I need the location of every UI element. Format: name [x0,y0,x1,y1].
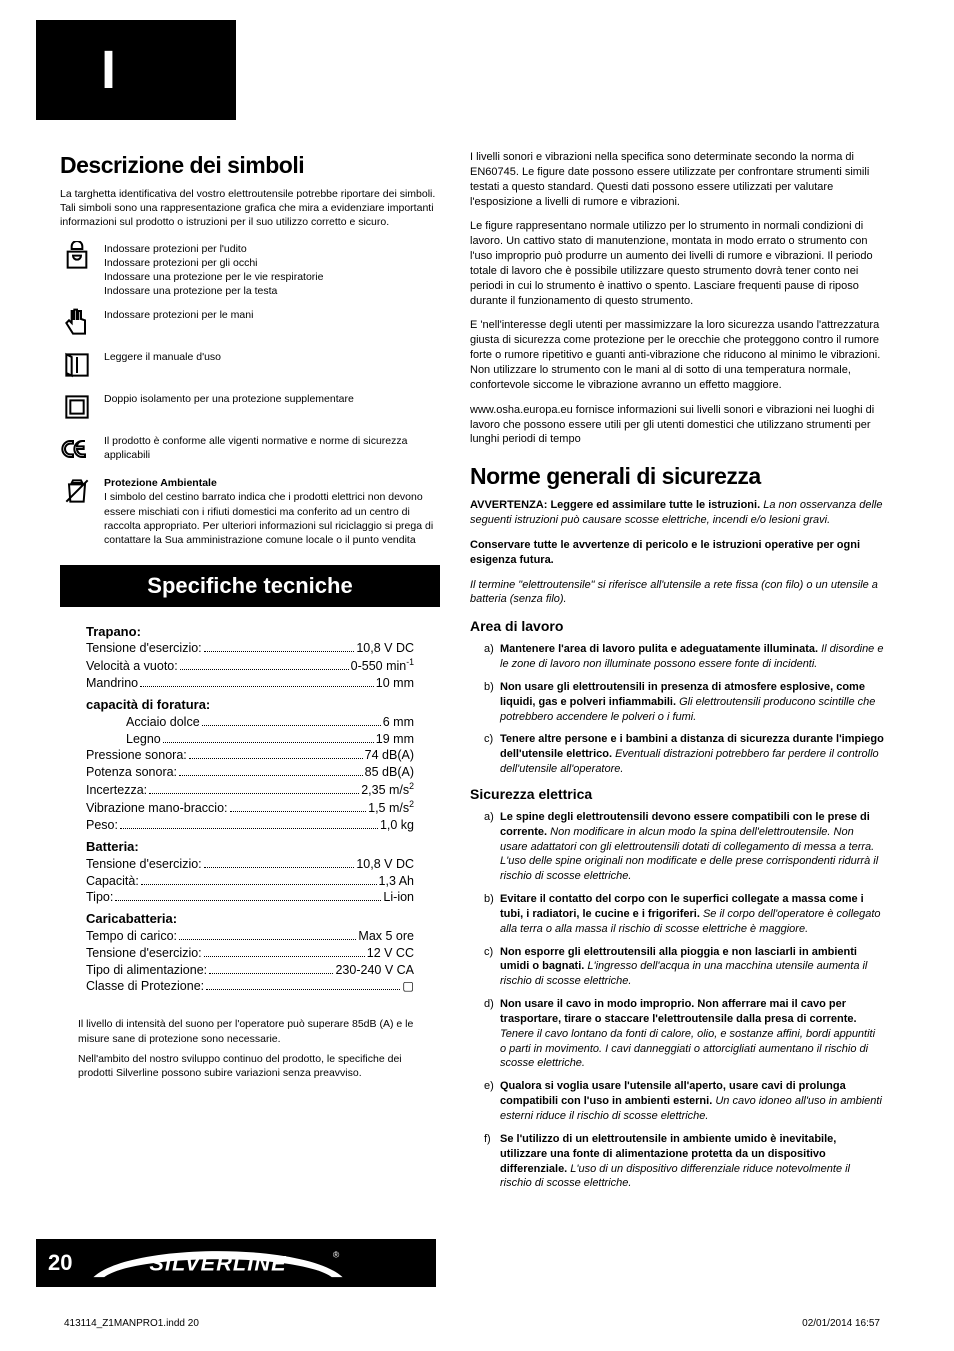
safety-subtitle: Area di lavoro [470,617,884,636]
page-header-block: I [36,20,236,120]
spec-row: Classe di Protezione:▢ [86,978,414,995]
spec-row: Potenza sonora:85 dB(A) [86,764,414,781]
spec-row: Tipo di alimentazione:230-240 V CA [86,962,414,979]
spec-row: Legno19 mm [86,731,414,748]
body-paragraph: www.osha.europa.eu fornisce informazioni… [470,403,884,448]
body-paragraph: Le figure rappresentano normale utilizzo… [470,219,884,308]
ppe-icon [60,240,94,274]
book-icon [60,348,94,382]
symbol-row: Indossare protezioni per l'uditoIndossar… [60,240,440,299]
safety-item: d)Non usare il cavo in modo improprio. N… [470,997,884,1071]
language-letter: I [101,34,116,107]
left-column: Descrizione dei simboli La targhetta ide… [60,150,440,1199]
content-columns: Descrizione dei simboli La targhetta ide… [60,150,884,1199]
safety-item: c)Tenere altre persone e i bambini a dis… [470,732,884,777]
spec-row: Tipo:Li-ion [86,889,414,906]
spec-row: Tempo di carico:Max 5 ore [86,928,414,945]
symbol-list: Indossare protezioni per l'uditoIndossar… [60,240,440,548]
spec-row: Tensione d'esercizio:10,8 V DC [86,856,414,873]
spec-group-title: Caricabatteria: [86,910,414,928]
bin-icon [60,474,94,508]
symbol-text: Indossare protezioni per l'uditoIndossar… [104,240,440,299]
safety-item: f)Se l'utilizzo di un elettroutensile in… [470,1132,884,1191]
safety-subtitle: Sicurezza elettrica [470,785,884,804]
symbol-row: Leggere il manuale d'uso [60,348,440,382]
spec-group-title: Trapano: [86,623,414,641]
safety-keep: Conservare tutte le avvertenze di perico… [470,538,884,568]
page-number: 20 [48,1248,72,1278]
safety-item: a)Le spine degli elettroutensili devono … [470,810,884,884]
doc-filename: 413114_Z1MANPRO1.indd 20 [64,1317,199,1331]
safety-warning: AVVERTENZA: Leggere ed assimilare tutte … [470,498,884,528]
safety-item: a)Mantenere l'area di lavoro pulita e ad… [470,642,884,672]
symbol-text: Doppio isolamento per una protezione sup… [104,390,440,406]
spec-row: Mandrino10 mm [86,675,414,692]
body-paragraph: E 'nell'interesse degli utenti per massi… [470,318,884,392]
spec-row: Velocità a vuoto:0-550 min-1 [86,657,414,675]
safety-term: Il termine "elettroutensile" si riferisc… [470,578,884,608]
symbol-text: Leggere il manuale d'uso [104,348,440,364]
spec-row: Capacità:1,3 Ah [86,873,414,890]
spec-row: Tensione d'esercizio:10,8 V DC [86,640,414,657]
right-paragraphs: I livelli sonori e vibrazioni nella spec… [470,150,884,447]
body-paragraph: I livelli sonori e vibrazioni nella spec… [470,150,884,209]
spec-row: Vibrazione mano-braccio:1,5 m/s2 [86,799,414,817]
safety-sections: Area di lavoro a)Mantenere l'area di lavo… [470,617,884,1191]
spec-group-title: capacità di foratura: [86,696,414,714]
spec-note-2: Nell'ambito del nostro sviluppo continuo… [78,1052,422,1080]
spec-row: Pressione sonora:74 dB(A) [86,747,414,764]
spec-row: Tensione d'esercizio:12 V CC [86,945,414,962]
symbols-intro: La targhetta identificativa del vostro e… [60,187,440,230]
svg-text:SILVERLINE: SILVERLINE [150,1251,287,1276]
footer-bar: 20 SILVERLINE ® [36,1239,436,1287]
ce-icon [60,432,94,466]
safety-item: c)Non esporre gli elettroutensili alla p… [470,945,884,990]
symbol-row: Doppio isolamento per una protezione sup… [60,390,440,424]
silverline-logo-icon: SILVERLINE ® [88,1246,348,1280]
spec-row: Peso:1,0 kg [86,817,414,834]
safety-item: e)Qualora si voglia usare l'utensile all… [470,1079,884,1124]
square-icon [60,390,94,424]
symbol-row: Il prodotto è conforme alle vigenti norm… [60,432,440,466]
symbols-title: Descrizione dei simboli [60,150,440,181]
hand-icon [60,306,94,340]
right-column: I livelli sonori e vibrazioni nella spec… [470,150,884,1199]
symbol-row: Indossare protezioni per le mani [60,306,440,340]
doc-meta: 413114_Z1MANPRO1.indd 20 02/01/2014 16:5… [60,1317,884,1331]
symbol-text: Il prodotto è conforme alle vigenti norm… [104,432,440,462]
symbol-text: Indossare protezioni per le mani [104,306,440,322]
spec-note-1: Il livello di intensità del suono per l'… [78,1017,422,1045]
safety-title: Norme generali di sicurezza [470,461,884,492]
spec-group-title: Batteria: [86,838,414,856]
safety-item: b)Evitare il contatto del corpo con le s… [470,892,884,937]
doc-timestamp: 02/01/2014 16:57 [802,1317,880,1331]
symbol-row: Protezione AmbientaleI simbolo del cesti… [60,474,440,547]
symbol-text: Protezione AmbientaleI simbolo del cesti… [104,474,440,547]
specs-title: Specifiche tecniche [60,565,440,607]
spec-row: Acciaio dolce6 mm [86,714,414,731]
svg-text:®: ® [333,1250,340,1260]
specs-table: Trapano:Tensione d'esercizio:10,8 V DCVe… [60,607,440,1010]
safety-item: b)Non usare gli elettroutensili in prese… [470,680,884,725]
spec-row: Incertezza:2,35 m/s2 [86,781,414,799]
